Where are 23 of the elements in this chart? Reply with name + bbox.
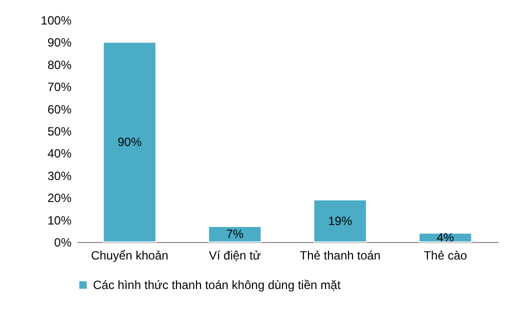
bar (313, 199, 367, 242)
y-tick-label: 50% (47, 124, 72, 138)
y-tick-label: 100% (40, 14, 72, 28)
legend-label: Các hình thức thanh toán không dùng tiền mặt (93, 278, 342, 292)
y-tick-label: 10% (47, 213, 72, 228)
data-label: 90% (118, 135, 142, 150)
x-tick-label: Chuyển khoản (90, 248, 168, 262)
bar (208, 226, 262, 242)
y-tick-label: 30% (47, 168, 72, 183)
data-label: 7% (226, 227, 244, 242)
y-tick-label: 80% (47, 58, 72, 72)
y-tick-label: 40% (47, 146, 72, 161)
y-tick-label: 60% (47, 102, 72, 116)
bar (102, 42, 156, 242)
data-label: 19% (328, 214, 352, 228)
x-tick-label: Thẻ thanh toán (300, 248, 380, 262)
x-tick-label: Thẻ cào (424, 248, 468, 262)
y-tick-label: 70% (47, 80, 72, 94)
y-tick-label: 0% (54, 236, 72, 250)
y-tick-label: 20% (47, 191, 72, 206)
data-label: 4% (436, 230, 454, 245)
x-tick-label: Ví điện tử (208, 248, 261, 262)
y-tick-label: 90% (47, 36, 72, 50)
